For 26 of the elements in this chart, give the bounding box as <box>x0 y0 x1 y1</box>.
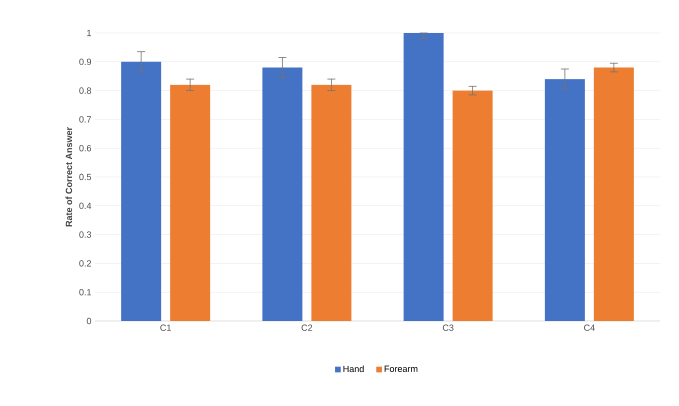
y-tick-label: 0.5 <box>79 174 92 180</box>
y-tick-label: 0.4 <box>79 202 92 209</box>
bar <box>262 68 302 321</box>
bar <box>404 32 444 321</box>
y-tick-label: 0.6 <box>79 145 92 152</box>
x-tick-label: C3 <box>442 324 454 331</box>
y-tick-label: 0.1 <box>79 288 92 296</box>
legend-label: Hand <box>343 366 364 372</box>
bar <box>452 90 493 321</box>
x-tick-label: C1 <box>160 324 171 331</box>
y-tick-label: 0.8 <box>79 87 92 94</box>
y-axis-title: Rate of Correct Answer <box>65 127 72 226</box>
bar <box>311 84 352 321</box>
y-tick-label: 0.3 <box>79 231 92 238</box>
x-tick-label: C4 <box>584 324 595 331</box>
y-tick-label: 0.9 <box>79 58 92 65</box>
legend-label: Forearm <box>384 366 418 372</box>
bar <box>594 68 634 321</box>
bar <box>170 84 210 321</box>
bar <box>121 62 162 321</box>
x-tick-label: C2 <box>302 324 312 331</box>
y-tick-label: 0 <box>86 318 92 324</box>
y-tick-label: 0.7 <box>79 116 92 123</box>
y-tick-label: 0.2 <box>79 260 92 267</box>
bar <box>544 79 585 321</box>
y-tick-label: 1 <box>87 30 92 36</box>
